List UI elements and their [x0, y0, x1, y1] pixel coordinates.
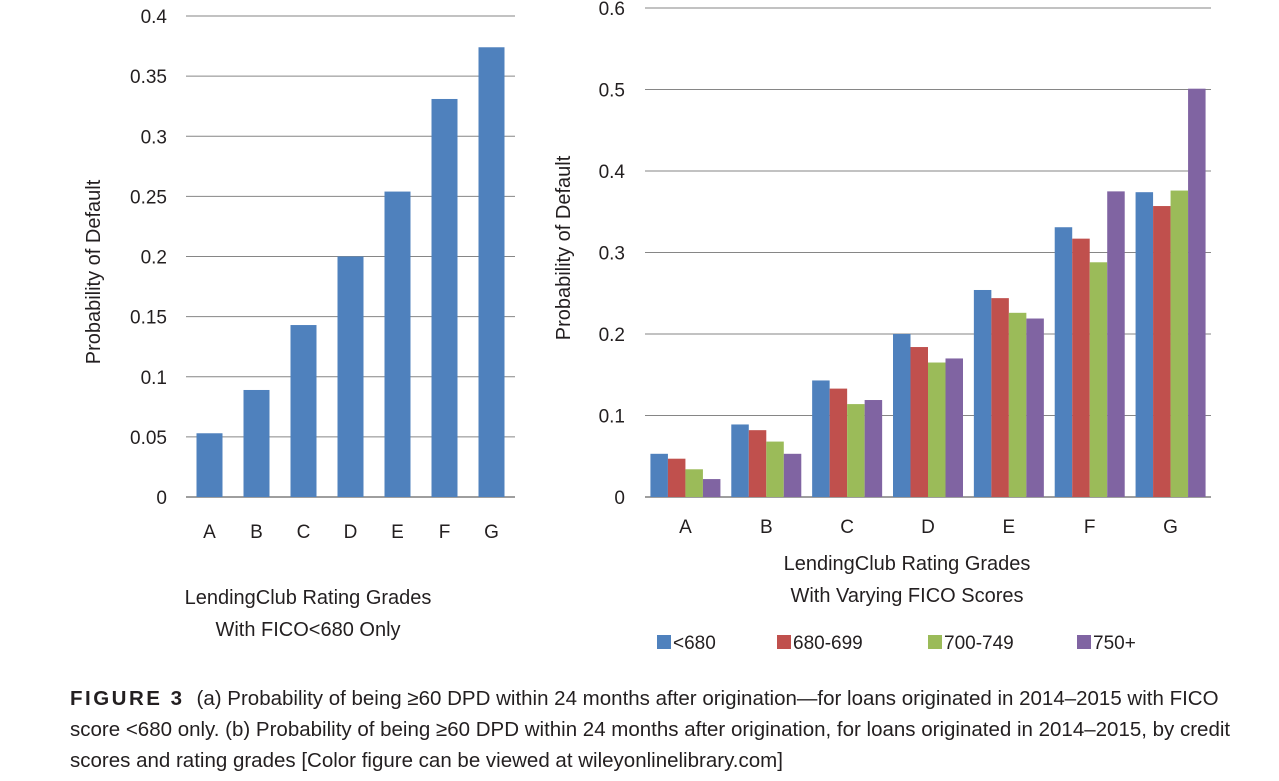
legend-label: <680	[673, 633, 716, 654]
x-axis-title-line: With FICO<680 Only	[215, 619, 400, 641]
bar-680-B	[731, 424, 749, 497]
bar-D	[337, 256, 364, 497]
bar-680-D	[893, 334, 911, 497]
bar-680699-F	[1072, 238, 1090, 497]
x-tick-label: D	[921, 517, 935, 538]
y-tick-label: 0.3	[141, 127, 167, 148]
x-tick-label: A	[203, 522, 216, 543]
bar-680699-G	[1153, 206, 1171, 498]
bar-680699-D	[910, 347, 928, 497]
x-tick-label: C	[840, 517, 854, 538]
legend-label: 700-749	[944, 633, 1014, 654]
bar-700749-A	[685, 469, 703, 497]
caption-text: (a) Probability of being ≥60 DPD within …	[70, 687, 1231, 772]
legend-swatch	[657, 635, 671, 649]
x-tick-label: G	[1163, 517, 1178, 538]
bar-700749-E	[1008, 312, 1027, 497]
bar-700749-G	[1170, 190, 1189, 497]
y-tick-label: 0.35	[130, 67, 167, 88]
bar-680699-A	[667, 458, 686, 497]
bar-E	[384, 191, 411, 497]
bar-750-D	[945, 358, 963, 497]
x-tick-label: F	[1084, 517, 1096, 538]
y-tick-label: 0	[614, 488, 625, 509]
x-axis-title-line: LendingClub Rating Grades	[784, 553, 1031, 575]
x-axis-title-line: With Varying FICO Scores	[790, 585, 1023, 607]
x-tick-label: B	[250, 522, 263, 543]
bar-680-C	[812, 380, 830, 497]
bar-680-F	[1054, 227, 1073, 498]
bar-680-E	[973, 289, 992, 497]
legend-label: 750+	[1093, 633, 1136, 654]
bar-750-G	[1188, 88, 1206, 497]
chart-b: 0 0.1 0.2 0.3 0.4 0.5 0.6 Probability of Defaul…	[553, 0, 1211, 654]
bar-750-B	[783, 453, 802, 497]
bar-680-A	[650, 453, 668, 497]
legend-swatch	[777, 635, 791, 649]
bar-680699-B	[748, 430, 767, 497]
x-tick-label: B	[760, 517, 773, 538]
y-tick-label: 0.1	[141, 368, 167, 389]
bar-700749-B	[766, 441, 784, 497]
y-tick-label: 0.4	[141, 7, 168, 28]
bar-700749-C	[847, 404, 865, 497]
legend-label: 680-699	[793, 633, 863, 654]
x-tick-label: E	[391, 522, 404, 543]
x-tick-label: C	[297, 522, 311, 543]
bar-A	[196, 433, 223, 497]
y-tick-label: 0.3	[599, 244, 625, 265]
bar-750-A	[702, 479, 721, 497]
y-tick-label: 0.4	[599, 162, 626, 183]
bar-680699-E	[991, 298, 1009, 497]
y-axis-title: Probability of Default	[83, 179, 105, 364]
caption-label: FIGURE 3	[70, 687, 185, 710]
x-tick-label: D	[344, 522, 358, 543]
bar-750-C	[864, 400, 883, 497]
x-tick-label: G	[484, 522, 499, 543]
bar-750-F	[1107, 191, 1125, 497]
bar-700749-D	[928, 362, 946, 497]
y-tick-label: 0.2	[141, 248, 167, 269]
bar-C	[290, 325, 317, 497]
y-tick-label: 0.25	[130, 187, 167, 208]
y-tick-label: 0.1	[599, 407, 625, 428]
bar-680-G	[1135, 192, 1154, 497]
chart-a: 0 0.05 0.1 0.15 0.2 0.25 0.3 0.35 0.4 Probability…	[83, 7, 515, 641]
x-tick-label: A	[679, 517, 692, 538]
y-tick-label: 0.05	[130, 428, 167, 449]
y-tick-label: 0.6	[599, 0, 625, 20]
bar-700749-F	[1089, 262, 1108, 497]
bar-680699-C	[829, 388, 848, 497]
x-axis-title-line: LendingClub Rating Grades	[185, 587, 432, 609]
y-tick-label: 0	[156, 488, 167, 509]
y-tick-label: 0.15	[130, 308, 167, 329]
y-tick-label: 0.2	[599, 325, 625, 346]
bar-G	[478, 47, 505, 497]
legend-swatch	[1077, 635, 1091, 649]
bar-B	[243, 389, 270, 497]
x-tick-label: F	[439, 522, 451, 543]
x-tick-label: E	[1003, 517, 1016, 538]
figure-charts: 0 0.05 0.1 0.15 0.2 0.25 0.3 0.35 0.4 Probability…	[83, 0, 1211, 654]
y-axis-title: Probability of Default	[553, 155, 575, 340]
bar-F	[431, 98, 458, 497]
y-tick-label: 0.5	[599, 81, 625, 102]
bar-750-E	[1026, 318, 1044, 497]
legend-swatch	[928, 635, 942, 649]
figure-caption: FIGURE 3 (a) Probability of being ≥60 DPD…	[70, 683, 1260, 776]
